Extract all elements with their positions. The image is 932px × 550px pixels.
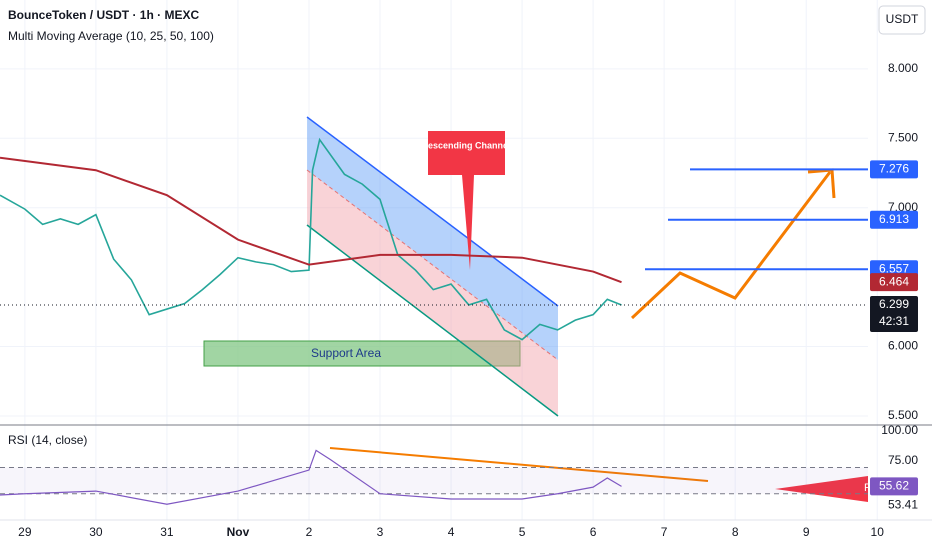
- price-line: [0, 137, 622, 341]
- rsi-ma-value: 53.41: [888, 498, 918, 512]
- rsi-tag: [870, 477, 918, 496]
- x-tick-label: Nov: [227, 525, 250, 539]
- x-tick-label: 6: [590, 525, 597, 539]
- level-label: 6.557: [879, 261, 909, 275]
- x-tick-label: 5: [519, 525, 526, 539]
- y-tick-label: 100.00: [881, 423, 918, 437]
- rsi-band-fill: [0, 467, 868, 494]
- price-label: 6.299: [879, 297, 909, 311]
- y-tick-label: 8.000: [888, 61, 918, 75]
- level-label: 6.913: [879, 212, 909, 226]
- ma-label: 6.464: [879, 274, 909, 288]
- x-tick-label: 31: [160, 525, 174, 539]
- price-tag: [870, 296, 918, 333]
- x-tick-label: 29: [18, 525, 32, 539]
- x-tick-label: 10: [871, 525, 885, 539]
- countdown: 42:31: [879, 314, 909, 328]
- level-label: 7.276: [879, 162, 909, 176]
- y-tick-label: 6.000: [888, 339, 918, 353]
- y-tick-label: 7.500: [888, 130, 918, 144]
- support-label: Support Area: [311, 346, 381, 360]
- x-tick-label: 4: [448, 525, 455, 539]
- x-tick-label: 8: [732, 525, 739, 539]
- rsi-trendline: [329, 447, 709, 482]
- indicator: Multi Moving Average (10, 25, 50, 100): [8, 29, 214, 43]
- currency[interactable]: USDT: [886, 12, 919, 26]
- channel-bottom: [306, 224, 559, 417]
- ma-tag: [870, 273, 918, 292]
- channel-lower: [307, 170, 558, 416]
- x-tick-label: 30: [89, 525, 103, 539]
- x-tick-label: 2: [306, 525, 313, 539]
- rsi-value: 55.62: [879, 479, 909, 493]
- callout: [428, 131, 505, 270]
- x-tick-label: 7: [661, 525, 668, 539]
- currency-box[interactable]: [878, 5, 926, 35]
- channel-mid: [306, 169, 559, 361]
- x-tick-label: 9: [803, 525, 810, 539]
- ma-line: [0, 156, 622, 284]
- title: BounceToken / USDT · 1h · MEXC: [8, 8, 199, 22]
- rsi-title: RSI (14, close): [8, 433, 87, 447]
- channel-upper: [307, 117, 558, 360]
- rsi-arrow: [775, 476, 868, 502]
- level-tag: [870, 160, 918, 179]
- support-area: [203, 340, 521, 367]
- callout-text: Descending Channel: [421, 140, 510, 150]
- level-tag: [870, 210, 918, 229]
- y-tick-label: 75.00: [888, 453, 918, 467]
- y-tick-label: 5.500: [888, 408, 918, 422]
- rsi-line: [0, 449, 622, 505]
- channel-top: [306, 116, 559, 307]
- y-tick-label: 7.000: [888, 200, 918, 214]
- projection: [630, 171, 832, 320]
- x-tick-label: 3: [377, 525, 384, 539]
